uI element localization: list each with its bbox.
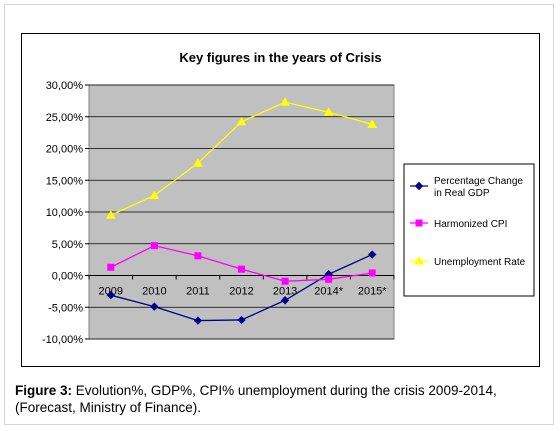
data-point-2 bbox=[149, 190, 160, 199]
x-tick-label: 2012 bbox=[229, 286, 253, 298]
data-point-1 bbox=[368, 269, 376, 277]
data-point-1 bbox=[150, 242, 158, 250]
x-tick-label: 2015* bbox=[358, 286, 387, 298]
data-point-1 bbox=[325, 275, 333, 283]
data-point-0 bbox=[237, 315, 246, 325]
x-tick-label: 2010 bbox=[142, 286, 166, 298]
y-tick-label: 0,00% bbox=[52, 271, 83, 283]
chart-title: Key figures in the years of Crisis bbox=[179, 50, 382, 65]
legend-label: Harmonized CPI bbox=[434, 219, 507, 230]
data-point-1 bbox=[281, 277, 289, 285]
y-tick-label: 10,00% bbox=[46, 207, 84, 219]
data-point-2 bbox=[280, 97, 290, 106]
data-point-1 bbox=[107, 263, 115, 271]
figure-frame: Key figures in the years of Crisis 30,00… bbox=[4, 4, 554, 425]
y-tick-label: 20,00% bbox=[46, 144, 84, 156]
legend-marker bbox=[415, 219, 423, 227]
legend-label: in Real GDP bbox=[434, 188, 490, 199]
y-tick-label: -10,00% bbox=[42, 334, 83, 346]
y-tick-label: 15,00% bbox=[46, 175, 84, 187]
data-point-1 bbox=[194, 252, 202, 260]
figure-caption: Figure 3: Evolution%, GDP%, CPI% unemplo… bbox=[15, 382, 553, 416]
data-point-2 bbox=[236, 116, 247, 126]
y-tick-label: 30,00% bbox=[46, 80, 84, 92]
data-point-2 bbox=[193, 158, 203, 167]
chart-area: Key figures in the years of Crisis 30,00… bbox=[21, 33, 540, 367]
data-point-0 bbox=[150, 302, 159, 311]
legend-marker bbox=[414, 255, 424, 265]
caption-label: Figure 3: bbox=[15, 383, 73, 398]
data-point-2 bbox=[367, 119, 378, 128]
data-point-0 bbox=[106, 290, 115, 300]
y-tick-label: 25,00% bbox=[46, 112, 84, 124]
caption-text: Evolution%, GDP%, CPI% unemployment duri… bbox=[15, 383, 497, 415]
data-point-2 bbox=[105, 210, 116, 219]
x-tick-label: 2011 bbox=[186, 286, 210, 298]
x-tick-label: 2014* bbox=[314, 286, 343, 298]
y-tick-label: 5,00% bbox=[52, 239, 83, 251]
data-point-0 bbox=[193, 316, 203, 325]
data-point-2 bbox=[323, 107, 334, 116]
x-tick-label: 2013 bbox=[273, 286, 297, 298]
data-point-1 bbox=[238, 265, 245, 273]
y-tick-label: -5,00% bbox=[48, 302, 83, 314]
legend-label: Unemployment Rate bbox=[434, 257, 526, 268]
legend-marker bbox=[414, 181, 424, 191]
line-chart: 30,00% 25,00% 20,00% 15,00% 10,00% 5,00% 0,00%… bbox=[42, 80, 535, 346]
data-point-0 bbox=[368, 250, 377, 259]
data-point-0 bbox=[280, 296, 290, 305]
legend-label: Percentage Change bbox=[434, 176, 523, 187]
